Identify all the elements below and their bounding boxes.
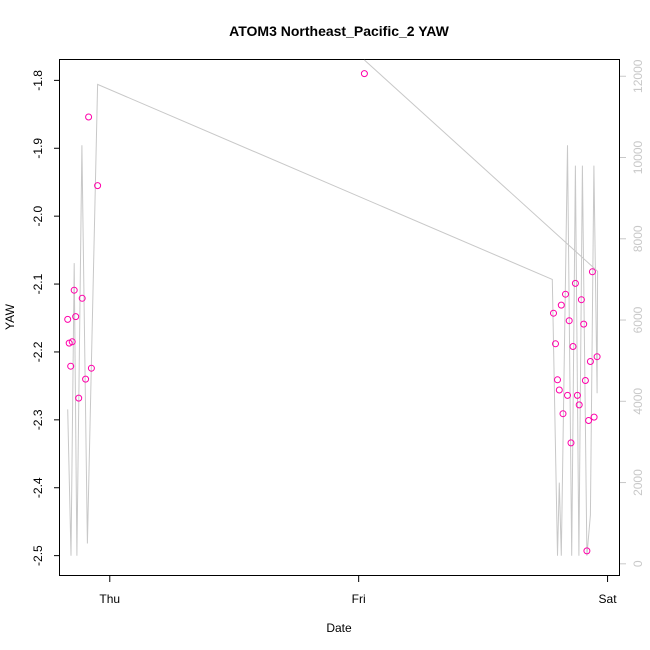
y2-tick-label: 4000 (631, 388, 645, 415)
y-tick-label: -2.5 (31, 545, 45, 566)
data-point (588, 268, 596, 276)
data-point (593, 353, 601, 361)
data-point (360, 70, 368, 78)
data-point (562, 290, 569, 298)
data-point (569, 343, 577, 350)
data-point (564, 391, 571, 399)
data-point (70, 286, 78, 294)
plot-frame (59, 59, 620, 576)
x-tick-label: Fri (352, 592, 366, 606)
points-layer (64, 70, 601, 555)
y2-tick-label: 0 (631, 560, 645, 567)
data-point (586, 358, 594, 365)
data-point (68, 338, 76, 346)
data-point (577, 296, 585, 304)
data-point (75, 394, 83, 402)
x-axis-label: Date (326, 621, 352, 635)
data-point (565, 317, 573, 325)
data-point (552, 340, 559, 348)
data-point (573, 391, 581, 399)
right-y-axis: 0 2000 4000 6000 8000 10000 12000 (620, 59, 645, 567)
line-series-layer (67, 59, 599, 556)
y-tick-label: -1.8 (31, 70, 45, 91)
y-tick-label: -2.2 (31, 341, 45, 362)
y2-tick-label: 12000 (631, 59, 645, 93)
data-point (581, 377, 589, 384)
data-point (583, 547, 591, 555)
series-line (67, 59, 599, 556)
y-axis-label: YAW (3, 303, 17, 330)
data-point (554, 376, 561, 384)
data-point (64, 315, 72, 323)
data-point (550, 309, 557, 317)
data-point (82, 375, 90, 383)
data-point (567, 439, 575, 447)
y2-tick-label: 8000 (631, 225, 645, 252)
data-point (555, 386, 563, 394)
x-tick-label: Sat (599, 592, 618, 606)
data-point (571, 279, 579, 287)
y-axis: -1.8 -1.9 -2.0 -2.1 -2.2 -2.3 -2.4 -2.5 (31, 70, 60, 566)
data-point (78, 294, 86, 302)
y-tick-label: -1.9 (31, 138, 45, 159)
data-point (85, 113, 93, 121)
chart-title: ATOM3 Northeast_Pacific_2 YAW (229, 23, 449, 39)
data-point (72, 313, 80, 321)
data-point (87, 364, 95, 372)
data-point (590, 413, 598, 421)
y2-tick-label: 6000 (631, 306, 645, 333)
y-tick-label: -2.1 (31, 273, 45, 294)
y2-tick-label: 2000 (631, 469, 645, 496)
x-axis: Thu Fri Sat (99, 576, 617, 606)
data-point (580, 320, 588, 328)
data-point (557, 301, 565, 309)
data-point (575, 401, 583, 409)
y-tick-label: -2.4 (31, 477, 45, 498)
data-point (94, 182, 102, 190)
x-tick-label: Thu (99, 592, 120, 606)
data-point (67, 362, 75, 370)
y-tick-label: -2.0 (31, 205, 45, 226)
data-point (559, 410, 567, 418)
y-tick-label: -2.3 (31, 409, 45, 430)
y2-tick-label: 10000 (631, 141, 645, 175)
data-point (585, 417, 593, 424)
